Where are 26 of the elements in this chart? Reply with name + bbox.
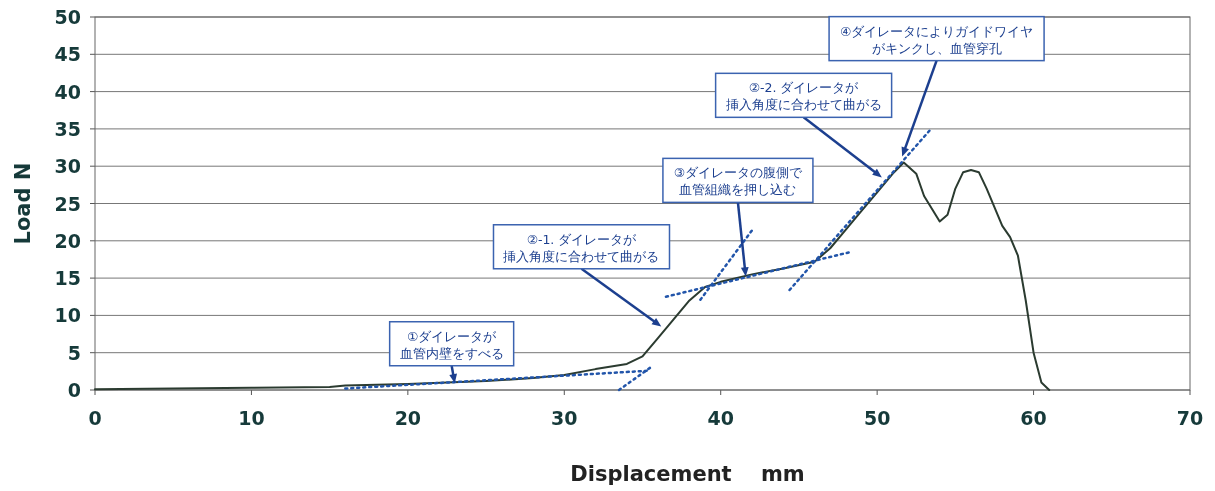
- x-tick-label: 40: [707, 407, 734, 429]
- annotation: ④ダイレータによりガイドワイヤがキンクし、血管穿孔: [839, 23, 1034, 56]
- y-tick-label: 5: [67, 341, 81, 364]
- x-tick-label: 20: [394, 407, 422, 429]
- x-axis-title: Displacement mm: [570, 462, 805, 486]
- annotation: ③ダイレータの腹側で血管組織を押し込む: [673, 165, 804, 198]
- x-tick-label: 30: [551, 407, 578, 429]
- y-tick-label: 20: [54, 229, 81, 252]
- y-tick-label: 15: [54, 267, 81, 290]
- y-tick-label: 25: [54, 192, 81, 215]
- y-tick-label: 45: [54, 43, 81, 66]
- x-tick-label: 10: [238, 407, 265, 429]
- y-tick-label: 0: [67, 379, 81, 401]
- y-tick-label: 40: [54, 80, 81, 103]
- annotation: ②-2. ダイレータが挿入角度に合わせて曲がる: [725, 80, 882, 113]
- y-tick-label: 50: [54, 6, 81, 28]
- x-tick-label: 70: [1176, 407, 1204, 429]
- annotation: ②-1. ダイレータが挿入角度に合わせて曲がる: [503, 231, 660, 264]
- y-tick-label: 10: [54, 304, 81, 327]
- x-tick-label: 0: [88, 407, 102, 429]
- x-tick-label: 60: [1020, 407, 1047, 429]
- y-tick-label: 35: [54, 117, 81, 140]
- y-tick-label: 30: [54, 155, 81, 178]
- y-axis-title: Load N: [11, 162, 35, 245]
- annotation: ①ダイレータが血管内壁をすべる: [399, 328, 504, 361]
- x-tick-label: 50: [863, 407, 891, 429]
